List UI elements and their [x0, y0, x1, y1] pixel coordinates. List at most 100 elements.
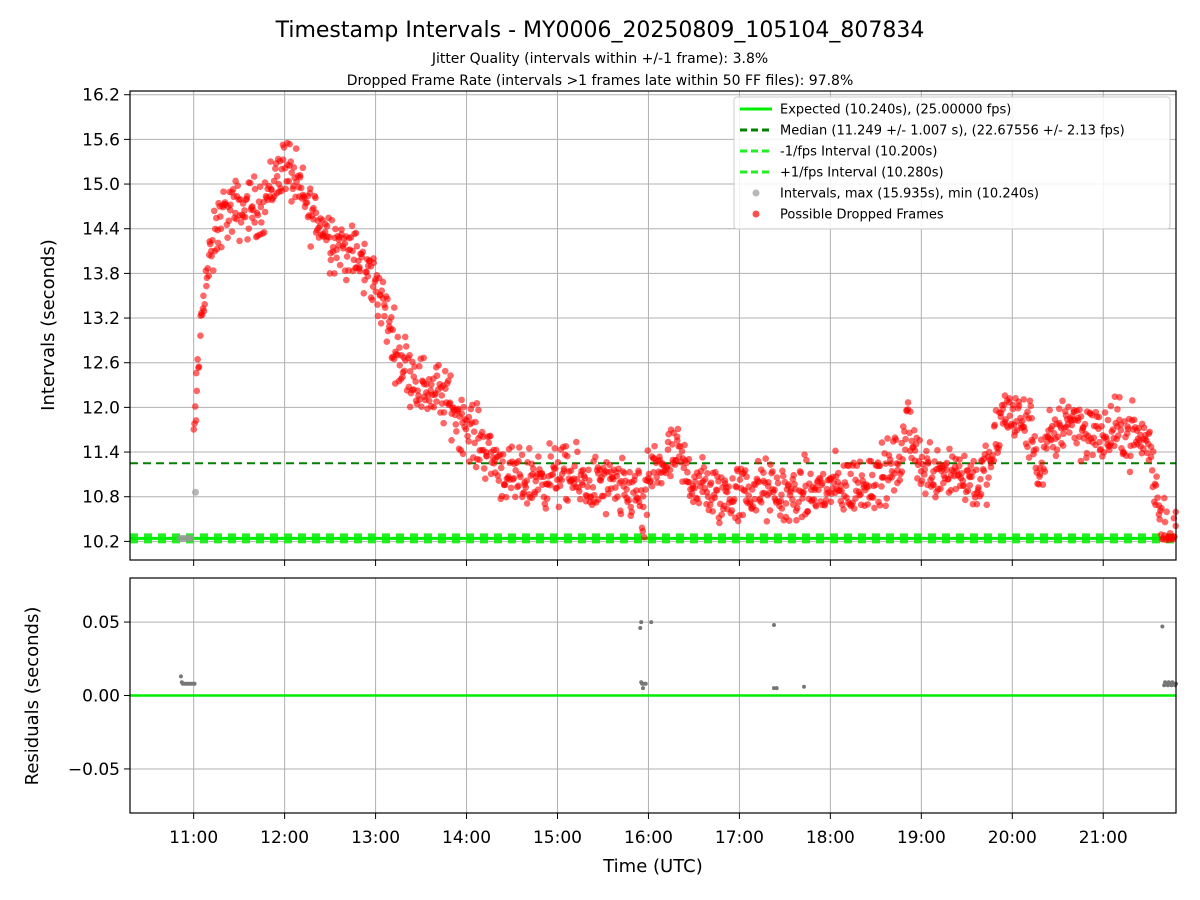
- dropped-frame-point: [1068, 421, 1076, 429]
- dropped-frame-point: [728, 507, 736, 514]
- dropped-frame-point: [926, 439, 934, 446]
- dropped-frame-point: [452, 421, 460, 428]
- dropped-frame-point: [741, 467, 749, 474]
- dropped-frame-point: [435, 361, 442, 369]
- dropped-frame-point: [502, 493, 510, 501]
- dropped-frame-point: [1160, 494, 1168, 502]
- dropped-frame-point: [758, 499, 765, 506]
- dropped-frame-point: [406, 368, 414, 375]
- dropped-frame-point: [563, 452, 571, 460]
- dropped-frame-point: [543, 495, 551, 502]
- dropped-frame-point: [1066, 429, 1073, 436]
- top-y-tick-label: 13.8: [82, 264, 120, 284]
- dropped-frame-point: [633, 487, 640, 494]
- bottom-y-tick-label: 0.05: [82, 613, 120, 633]
- dropped-frame-point: [447, 372, 454, 379]
- dropped-frame-point: [529, 465, 537, 472]
- dropped-frame-point: [1021, 427, 1028, 434]
- dropped-frame-point: [312, 194, 319, 202]
- dropped-frame-point: [326, 270, 334, 277]
- dropped-frame-point: [872, 481, 879, 489]
- dropped-frame-point: [779, 467, 786, 475]
- dropped-frame-point: [966, 481, 974, 489]
- dropped-frame-point: [667, 472, 674, 480]
- dropped-frame-point: [987, 463, 995, 471]
- dropped-frame-point: [977, 490, 985, 498]
- dropped-frame-point: [932, 493, 939, 501]
- dropped-frame-point: [700, 464, 708, 471]
- dropped-frame-point: [641, 533, 648, 541]
- dropped-frame-point: [777, 497, 785, 505]
- dropped-frame-point: [621, 469, 628, 477]
- dropped-frame-point: [292, 145, 300, 152]
- dropped-frame-point: [307, 243, 314, 250]
- dropped-frame-point: [1095, 413, 1103, 421]
- dropped-frame-point: [458, 410, 466, 417]
- dropped-frame-point: [918, 453, 926, 461]
- dropped-frame-point: [1096, 438, 1103, 446]
- dropped-frame-point: [425, 397, 433, 405]
- dropped-frame-point: [943, 466, 951, 474]
- interval-point: [187, 534, 195, 542]
- dropped-frame-point: [251, 219, 258, 226]
- dropped-frame-point: [396, 361, 404, 369]
- dropped-frame-point: [916, 436, 924, 444]
- dropped-frame-point: [352, 229, 360, 237]
- dropped-frame-point: [681, 441, 688, 449]
- dropped-frame-point: [730, 496, 738, 503]
- dropped-frame-point: [512, 467, 519, 474]
- dropped-frame-point: [901, 428, 908, 435]
- dropped-frame-point: [396, 344, 403, 351]
- residual-point: [771, 623, 776, 627]
- dropped-frame-point: [736, 476, 744, 483]
- dropped-frame-point: [523, 500, 531, 507]
- dropped-frame-point: [1039, 481, 1047, 488]
- dropped-frame-point: [970, 457, 977, 465]
- dropped-frame-point: [701, 475, 709, 483]
- dropped-frame-point: [326, 233, 333, 241]
- dropped-frame-point: [229, 185, 237, 193]
- dropped-frame-point: [370, 259, 378, 267]
- dropped-frame-point: [1076, 406, 1083, 414]
- dropped-frame-point: [1077, 413, 1085, 420]
- dropped-frame-point: [225, 217, 233, 225]
- dropped-frame-point: [642, 486, 649, 493]
- dropped-frame-point: [454, 405, 462, 413]
- dropped-frame-point: [388, 314, 395, 321]
- dropped-frame-point: [499, 451, 507, 458]
- dropped-frame-point: [640, 503, 647, 511]
- dropped-frame-point: [590, 491, 598, 499]
- dropped-frame-point: [483, 453, 491, 460]
- chart-subtitle-jitter: Jitter Quality (intervals within +/-1 fr…: [431, 51, 768, 67]
- dropped-frame-point: [209, 236, 216, 244]
- dropped-frame-point: [868, 471, 876, 479]
- dropped-frame-point: [475, 406, 482, 414]
- dropped-frame-point: [1100, 449, 1108, 456]
- dropped-frame-point: [195, 363, 203, 370]
- dropped-frame-point: [585, 477, 593, 484]
- dropped-frame-point: [1081, 420, 1089, 428]
- dropped-frame-point: [440, 419, 447, 427]
- dropped-frame-point: [390, 304, 398, 311]
- dropped-frame-point: [592, 453, 599, 461]
- dropped-frame-point: [458, 396, 465, 404]
- dropped-frame-point: [288, 169, 295, 176]
- dropped-frame-point: [246, 179, 254, 187]
- dropped-frame-point: [1025, 454, 1033, 461]
- dropped-frame-point: [485, 439, 493, 447]
- top-y-tick-label: 10.2: [82, 532, 120, 552]
- x-tick-label: 18:00: [806, 828, 855, 848]
- dropped-frame-point: [754, 457, 762, 465]
- dropped-frame-point: [416, 363, 423, 370]
- dropped-frame-point: [464, 432, 471, 440]
- dropped-frame-point: [718, 511, 725, 518]
- dropped-frame-point: [626, 468, 633, 476]
- dropped-frame-point: [336, 261, 344, 269]
- dropped-frame-point: [209, 267, 217, 274]
- dropped-frame-point: [369, 296, 376, 304]
- dropped-frame-point: [462, 425, 470, 433]
- top-y-tick-label: 16.2: [82, 86, 120, 106]
- x-axis-label: Time (UTC): [602, 856, 703, 877]
- dropped-frame-point: [684, 468, 691, 476]
- dropped-frame-point: [575, 488, 583, 495]
